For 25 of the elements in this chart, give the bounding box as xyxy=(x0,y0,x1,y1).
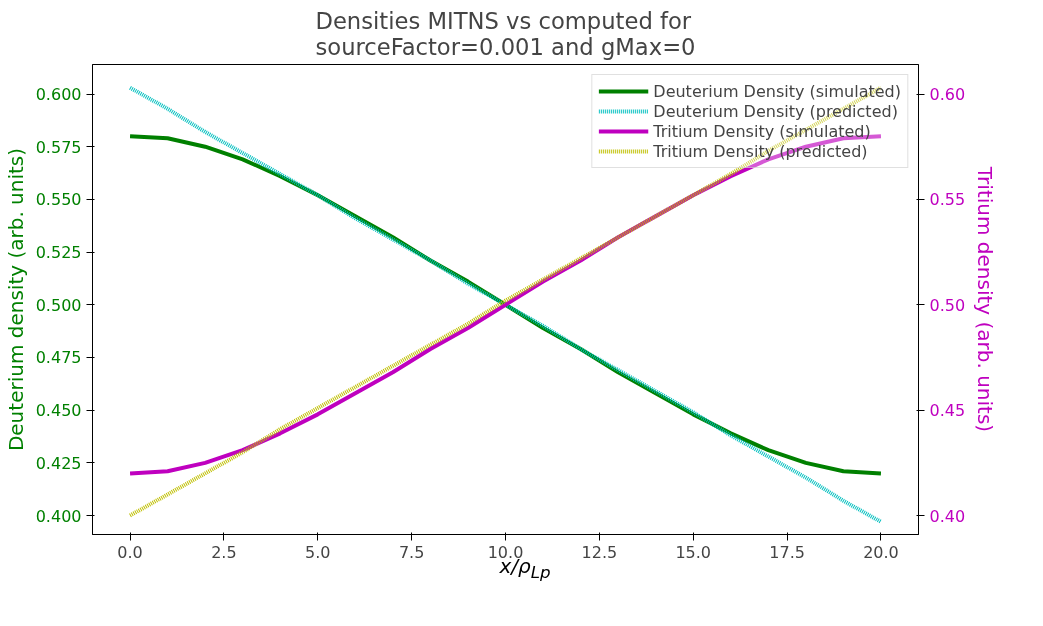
y2-tick-label: 0.45 xyxy=(929,401,966,421)
y2-tick-label: 0.60 xyxy=(929,85,966,105)
y2-axis-title: Tritium density (arb. units) xyxy=(973,165,998,433)
y2-tick-label: 0.50 xyxy=(929,295,966,315)
x-tick-label: 17.5 xyxy=(769,542,805,562)
y-tick-label: 0.475 xyxy=(35,348,82,368)
y-tick-label: 0.600 xyxy=(35,85,82,105)
x-tick-label: 0.0 xyxy=(117,542,143,562)
x-tick-label: 15.0 xyxy=(675,542,712,562)
y-tick-label: 0.575 xyxy=(35,137,82,157)
y2-tick-label: 0.55 xyxy=(929,190,966,210)
y2-tick-label: 0.40 xyxy=(929,506,966,526)
x-tick-label: 12.5 xyxy=(581,542,618,562)
chart-title: Densities MITNS vs computed for sourceFactor=0.001 and gMax=0 xyxy=(315,7,696,60)
y-tick-label: 0.525 xyxy=(35,243,82,263)
x-tick-label: 5.0 xyxy=(305,542,331,562)
y-tick-label: 0.400 xyxy=(35,506,82,526)
x-tick-label: 20.0 xyxy=(863,542,899,562)
y-tick-label: 0.425 xyxy=(35,453,82,473)
y-tick-label: 0.500 xyxy=(35,295,82,315)
y-tick-label: 0.550 xyxy=(35,190,82,210)
x-tick-label: 2.5 xyxy=(211,542,237,562)
x-tick-label: 7.5 xyxy=(398,542,425,562)
y-tick-label: 0.450 xyxy=(35,401,82,421)
y-axis-title: Deuterium density (arb. units) xyxy=(3,147,28,452)
